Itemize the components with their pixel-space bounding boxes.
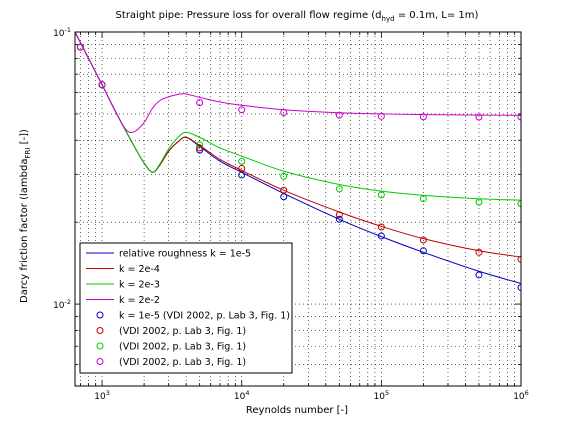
y-tick-label-base: 10 <box>53 29 65 39</box>
y-axis-label-rest: [-]) <box>19 129 30 148</box>
legend-swatch-marker <box>96 327 104 334</box>
y-tick-label: 10-1 <box>53 26 71 39</box>
data-point-5 <box>196 144 204 152</box>
x-tick-label-base: 10 <box>513 392 525 402</box>
data-point-7 <box>238 106 246 114</box>
data-point-4 <box>238 171 246 179</box>
data-point-5 <box>517 255 521 263</box>
data-point-5 <box>377 223 385 231</box>
y-axis-label-subscript: FRI <box>24 148 32 159</box>
data-point-7 <box>280 108 288 116</box>
legend: relative roughness k = 1e-5 k = 2e-4 k = 2… <box>79 242 293 374</box>
x-tick-label-exponent: 6 <box>525 389 529 397</box>
data-point-7 <box>335 111 343 119</box>
legend-swatch-marker <box>96 311 104 319</box>
data-point-6 <box>280 172 288 180</box>
legend-entry-label: k = 2e-2 <box>119 295 160 306</box>
data-point-5 <box>419 236 427 244</box>
data-point-5 <box>238 165 246 173</box>
x-tick-label-base: 10 <box>234 392 246 402</box>
x-tick-label: 105 <box>374 389 390 402</box>
data-point-7 <box>475 113 483 121</box>
data-point-4 <box>419 247 427 255</box>
data-point-5 <box>280 186 288 194</box>
data-point-4 <box>196 146 204 154</box>
data-point-7 <box>419 113 427 121</box>
series-layer <box>75 32 521 292</box>
data-point-7 <box>377 112 385 120</box>
y-tick-label-exponent: -2 <box>65 298 71 306</box>
x-tick-label: 104 <box>234 389 250 402</box>
x-tick-label: 103 <box>94 389 110 402</box>
axes-box <box>74 31 522 387</box>
data-point-5 <box>475 248 483 256</box>
legend-swatch-marker <box>96 342 104 350</box>
legend-entry-label: k = 1e-5 (VDI 2002, p. Lab 3, Fig. 1) <box>119 311 290 322</box>
data-point-4 <box>475 271 483 279</box>
legend-entry-label: (VDI 2002, p. Lab 3, Fig. 1) <box>119 357 246 368</box>
data-point-6 <box>377 191 385 199</box>
chart-title: Straight pipe: Pressure loss for overall… <box>116 10 479 23</box>
data-point-7 <box>517 113 521 121</box>
y-tick-label-base: 10 <box>53 301 65 311</box>
y-axis-label: Darcy friction factor (lambdaFRI [-]) <box>19 129 32 303</box>
legend-entry-label: (VDI 2002, p. Lab 3, Fig. 1) <box>119 342 246 353</box>
legend-entry-label: k = 2e-4 <box>119 264 160 275</box>
y-tick-label-exponent: -1 <box>65 26 71 34</box>
data-point-6 <box>335 185 343 193</box>
y-axis-label-main: Darcy friction factor (lambda <box>19 159 30 303</box>
x-tick-label-exponent: 3 <box>106 389 110 397</box>
chart-title-rest: = 0.1m, L= 1m) <box>395 10 479 21</box>
data-point-6 <box>196 141 204 149</box>
data-point-5 <box>335 211 343 219</box>
x-axis-label: Reynolds number [-] <box>246 405 348 416</box>
x-tick-label-base: 10 <box>94 392 106 402</box>
data-point-6 <box>419 195 427 203</box>
legend-swatch-marker <box>96 358 104 365</box>
data-point-4 <box>335 215 343 223</box>
data-point-6 <box>475 198 483 206</box>
legend-entry-label: k = 2e-3 <box>119 280 160 291</box>
data-point-7 <box>76 43 84 51</box>
data-point-7 <box>98 81 106 89</box>
chart-title-main: Straight pipe: Pressure loss for overall… <box>116 10 382 21</box>
legend-entry-label: relative roughness k = 1e-5 <box>119 249 251 260</box>
x-tick-label: 106 <box>513 389 529 402</box>
series-line-3 <box>75 32 521 134</box>
series-group <box>75 32 521 292</box>
x-tick-label-base: 10 <box>374 392 386 402</box>
legend-box <box>79 242 293 374</box>
data-point-6 <box>238 157 246 165</box>
legend-entry-label: (VDI 2002, p. Lab 3, Fig. 1) <box>119 326 246 337</box>
chart-title-subscript: hyd <box>382 15 395 23</box>
data-point-4 <box>377 232 385 240</box>
x-tick-label-exponent: 4 <box>245 389 249 397</box>
data-point-6 <box>517 200 521 208</box>
data-point-4 <box>517 284 521 292</box>
x-tick-label-exponent: 5 <box>385 389 389 397</box>
data-point-7 <box>196 99 204 107</box>
y-tick-label: 10-2 <box>53 298 71 311</box>
